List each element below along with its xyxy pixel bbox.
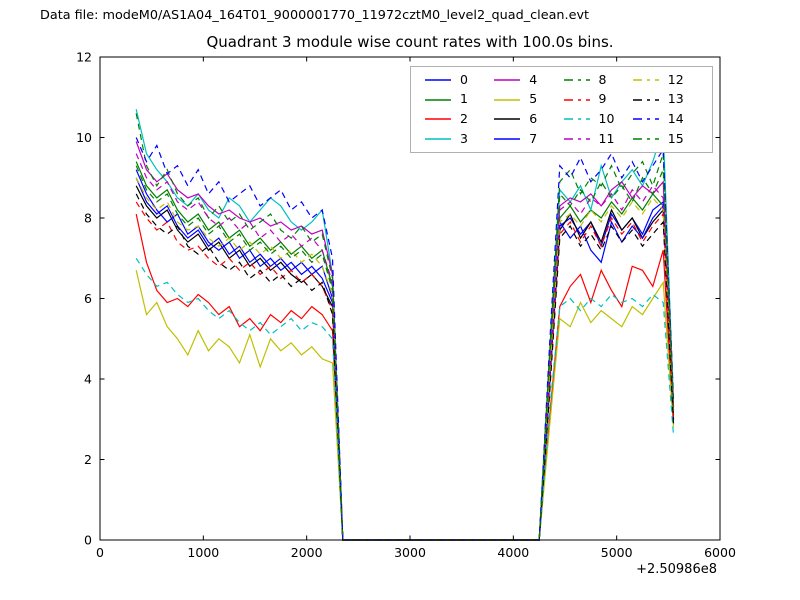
legend-entry-0: 0 xyxy=(425,71,494,87)
y-tick-label: 12 xyxy=(76,50,92,65)
legend: 0 1 2 3 4 5 6 7 8 9 10 11 12 13 14 15 xyxy=(410,66,713,153)
legend-entry-1: 1 xyxy=(425,93,494,106)
data-file-label: Data file: modeM0/AS1A04_164T01_90000017… xyxy=(40,8,590,23)
legend-label: 14 xyxy=(667,111,684,127)
legend-line-swatch xyxy=(563,138,590,140)
legend-entry-13: 13 xyxy=(632,91,702,107)
legend-line-swatch xyxy=(632,79,659,81)
x-tick-label: 4000 xyxy=(497,545,529,560)
legend-label: 5 xyxy=(529,91,538,107)
x-axis-offset-label: +2.50986e8 xyxy=(636,562,717,577)
legend-label: 15 xyxy=(667,130,684,146)
legend-line-swatch xyxy=(425,79,451,81)
x-tick-label: 5000 xyxy=(601,545,633,560)
legend-entry-11: 11 xyxy=(563,130,633,146)
series-line-2 xyxy=(135,213,675,541)
y-tick-label: 6 xyxy=(84,291,92,306)
x-tick-label: 6000 xyxy=(704,545,736,560)
legend-label: 4 xyxy=(529,71,538,87)
legend-entry-15: 15 xyxy=(632,130,702,146)
legend-line-swatch xyxy=(494,118,521,121)
y-tick-label: 2 xyxy=(84,452,92,467)
legend-entry-14: 14 xyxy=(632,111,702,127)
legend-label: 13 xyxy=(667,91,684,107)
legend-entry-2: 2 xyxy=(425,113,494,126)
series-line-3 xyxy=(135,109,675,541)
x-tick-label: 1000 xyxy=(187,545,219,560)
legend-entry-8: 8 xyxy=(563,71,633,87)
legend-label: 11 xyxy=(598,130,615,146)
y-tick-label: 8 xyxy=(84,211,92,226)
legend-label: 6 xyxy=(529,111,538,127)
series-line-5 xyxy=(135,270,675,541)
legend-label: 1 xyxy=(460,91,468,107)
legend-line-swatch xyxy=(494,138,521,140)
series-line-9 xyxy=(135,201,675,541)
series-line-8 xyxy=(135,113,675,541)
legend-line-swatch xyxy=(632,118,659,121)
legend-entry-5: 5 xyxy=(494,93,563,106)
legend-entry-6: 6 xyxy=(494,113,563,126)
x-tick-label: 0 xyxy=(96,545,104,560)
legend-entry-10: 10 xyxy=(563,111,633,127)
series-line-11 xyxy=(135,153,675,541)
legend-line-swatch xyxy=(632,138,659,140)
legend-label: 8 xyxy=(598,71,607,87)
y-tick-label: 10 xyxy=(76,130,92,145)
legend-line-swatch xyxy=(563,118,590,121)
legend-label: 2 xyxy=(460,111,468,127)
series-line-15 xyxy=(135,165,675,541)
legend-line-swatch xyxy=(563,98,590,101)
chart-title: Quadrant 3 module wise count rates with … xyxy=(206,33,614,51)
legend-entry-4: 4 xyxy=(494,71,563,87)
x-tick-label: 3000 xyxy=(394,545,426,560)
legend-label: 0 xyxy=(460,71,468,87)
legend-entry-7: 7 xyxy=(494,130,563,146)
x-tick-label: 2000 xyxy=(291,545,323,560)
legend-line-swatch xyxy=(632,98,659,101)
legend-label: 10 xyxy=(598,111,615,127)
legend-entry-3: 3 xyxy=(425,130,494,146)
series-line-1 xyxy=(135,161,675,541)
legend-entry-12: 12 xyxy=(632,71,702,87)
y-tick-label: 0 xyxy=(84,533,92,548)
series-line-0 xyxy=(135,177,675,541)
legend-line-swatch xyxy=(494,79,521,81)
legend-label: 7 xyxy=(529,130,538,146)
legend-line-swatch xyxy=(425,118,451,121)
legend-label: 12 xyxy=(667,71,684,87)
series-line-10 xyxy=(135,257,675,541)
legend-label: 9 xyxy=(598,91,607,107)
legend-line-swatch xyxy=(425,138,451,140)
legend-line-swatch xyxy=(494,98,521,101)
series-line-13 xyxy=(135,193,675,541)
legend-line-swatch xyxy=(425,98,451,101)
legend-entry-9: 9 xyxy=(563,91,633,107)
series-line-12 xyxy=(135,177,675,541)
y-tick-label: 4 xyxy=(84,372,92,387)
legend-label: 3 xyxy=(460,130,468,146)
legend-line-swatch xyxy=(563,79,590,81)
